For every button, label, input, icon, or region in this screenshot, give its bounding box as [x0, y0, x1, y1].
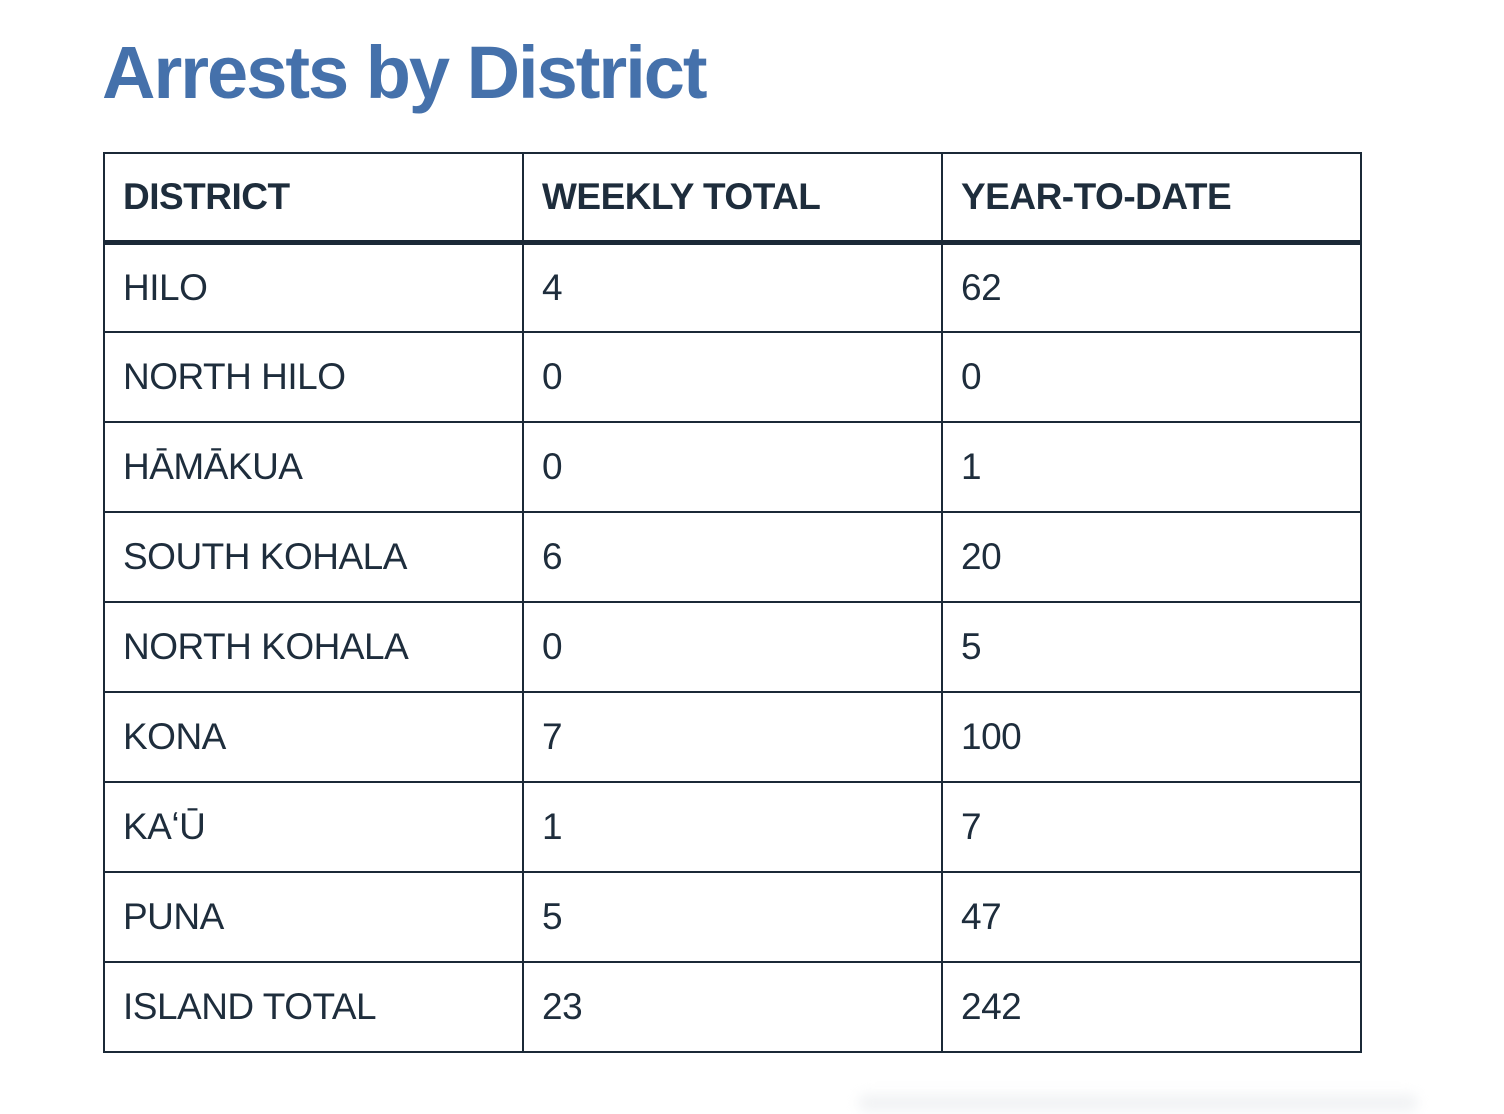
table-header-row: DISTRICT WEEKLY TOTAL YEAR-TO-DATE [103, 152, 1362, 245]
table-row: SOUTH KOHALA 6 20 [103, 511, 1362, 603]
weekly-total-cell: 23 [522, 961, 943, 1053]
district-cell: HILO [103, 241, 524, 333]
year-to-date-cell: 0 [941, 331, 1362, 423]
bottom-edge-shadow [858, 1094, 1418, 1112]
weekly-total-cell: 0 [522, 331, 943, 423]
district-cell: NORTH HILO [103, 331, 524, 423]
weekly-total-cell: 1 [522, 781, 943, 873]
table-row: KAʻŪ 1 7 [103, 781, 1362, 873]
table-row: KONA 7 100 [103, 691, 1362, 783]
district-cell: PUNA [103, 871, 524, 963]
column-header-weekly-total: WEEKLY TOTAL [522, 152, 943, 245]
table-header: DISTRICT WEEKLY TOTAL YEAR-TO-DATE [103, 152, 1362, 245]
year-to-date-cell: 7 [941, 781, 1362, 873]
district-cell: NORTH KOHALA [103, 601, 524, 693]
district-cell: ISLAND TOTAL [103, 961, 524, 1053]
column-header-year-to-date: YEAR-TO-DATE [941, 152, 1362, 245]
table-row: NORTH HILO 0 0 [103, 331, 1362, 423]
table-row: HĀMĀKUA 0 1 [103, 421, 1362, 513]
weekly-total-cell: 6 [522, 511, 943, 603]
table-row: NORTH KOHALA 0 5 [103, 601, 1362, 693]
year-to-date-cell: 242 [941, 961, 1362, 1053]
year-to-date-cell: 5 [941, 601, 1362, 693]
year-to-date-cell: 20 [941, 511, 1362, 603]
table-row: PUNA 5 47 [103, 871, 1362, 963]
year-to-date-cell: 62 [941, 241, 1362, 333]
table-body: HILO 4 62 NORTH HILO 0 0 HĀMĀKUA 0 1 SOU… [103, 241, 1362, 1053]
weekly-total-cell: 4 [522, 241, 943, 333]
arrests-by-district-table: DISTRICT WEEKLY TOTAL YEAR-TO-DATE HILO … [103, 152, 1362, 1053]
year-to-date-cell: 1 [941, 421, 1362, 513]
table-row: ISLAND TOTAL 23 242 [103, 961, 1362, 1053]
district-cell: SOUTH KOHALA [103, 511, 524, 603]
year-to-date-cell: 100 [941, 691, 1362, 783]
column-header-district: DISTRICT [103, 152, 524, 245]
year-to-date-cell: 47 [941, 871, 1362, 963]
district-cell: HĀMĀKUA [103, 421, 524, 513]
page-title: Arrests by District [102, 31, 708, 114]
district-cell: KONA [103, 691, 524, 783]
district-cell: KAʻŪ [103, 781, 524, 873]
weekly-total-cell: 0 [522, 421, 943, 513]
weekly-total-cell: 7 [522, 691, 943, 783]
weekly-total-cell: 5 [522, 871, 943, 963]
table-row: HILO 4 62 [103, 241, 1362, 333]
weekly-total-cell: 0 [522, 601, 943, 693]
